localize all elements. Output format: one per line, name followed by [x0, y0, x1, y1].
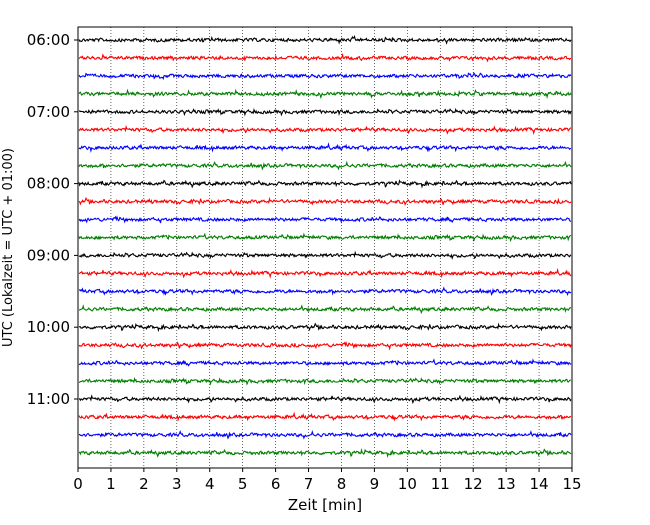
x-tick-label: 8	[337, 475, 347, 493]
x-tick-label: 10	[398, 475, 417, 493]
x-axis-label: Zeit [min]	[288, 496, 362, 514]
x-tick-label: 12	[464, 475, 483, 493]
trace-0900	[78, 250, 572, 260]
trace-0830	[78, 215, 572, 224]
trace-1145	[78, 448, 572, 458]
y-tick-label: 08:00	[27, 175, 70, 193]
x-tick-label: 3	[172, 475, 182, 493]
trace-0745	[78, 160, 572, 171]
trace-1030	[78, 358, 572, 367]
x-tick-label: 15	[562, 475, 581, 493]
x-tick-label: 14	[530, 475, 549, 493]
x-tick-label: 4	[205, 475, 215, 493]
trace-0845	[78, 232, 572, 243]
y-axis-ticks: 06:00 07:00 08:00 09:00 10:00 11:00	[27, 31, 78, 408]
y-axis-label: UTC (Lokalzeit = UTC + 01:00)	[1, 148, 16, 347]
trace-0600	[78, 34, 572, 45]
trace-0630	[78, 72, 572, 81]
x-tick-label: 7	[304, 475, 314, 493]
y-tick-label: 07:00	[27, 103, 70, 121]
trace-0700	[78, 107, 572, 117]
trace-0645	[78, 88, 572, 100]
plot-frame	[77, 26, 573, 469]
x-tick-label: 5	[238, 475, 248, 493]
x-tick-label: 9	[370, 475, 380, 493]
trace-0730	[78, 142, 572, 153]
trace-0715	[78, 124, 572, 135]
y-tick-label: 11:00	[27, 390, 70, 408]
trace-0615	[78, 52, 572, 63]
trace-0915	[78, 267, 572, 279]
trace-0930	[78, 286, 572, 297]
x-tick-label: 11	[431, 475, 450, 493]
x-axis-ticks: 0 1 2 3 4 5 6 7 8 9 10 11 12 13 14 15	[73, 468, 582, 493]
trace-1115	[78, 411, 572, 422]
y-tick-label: 06:00	[27, 31, 70, 49]
trace-1000	[78, 322, 572, 333]
y-tick-label: 09:00	[27, 246, 70, 264]
trace-0945	[78, 304, 572, 315]
x-tick-label: 2	[139, 475, 149, 493]
x-tick-label: 0	[73, 475, 83, 493]
x-tick-label: 6	[271, 475, 281, 493]
trace-1130	[78, 430, 572, 440]
x-tick-label: 1	[106, 475, 116, 493]
trace-0815	[78, 196, 572, 207]
y-tick-label: 10:00	[27, 318, 70, 336]
trace-layer	[78, 34, 572, 458]
x-tick-label: 13	[497, 475, 516, 493]
trace-0800	[78, 179, 572, 189]
trace-1100	[78, 394, 572, 405]
trace-1045	[78, 376, 572, 386]
trace-1015	[78, 340, 572, 351]
